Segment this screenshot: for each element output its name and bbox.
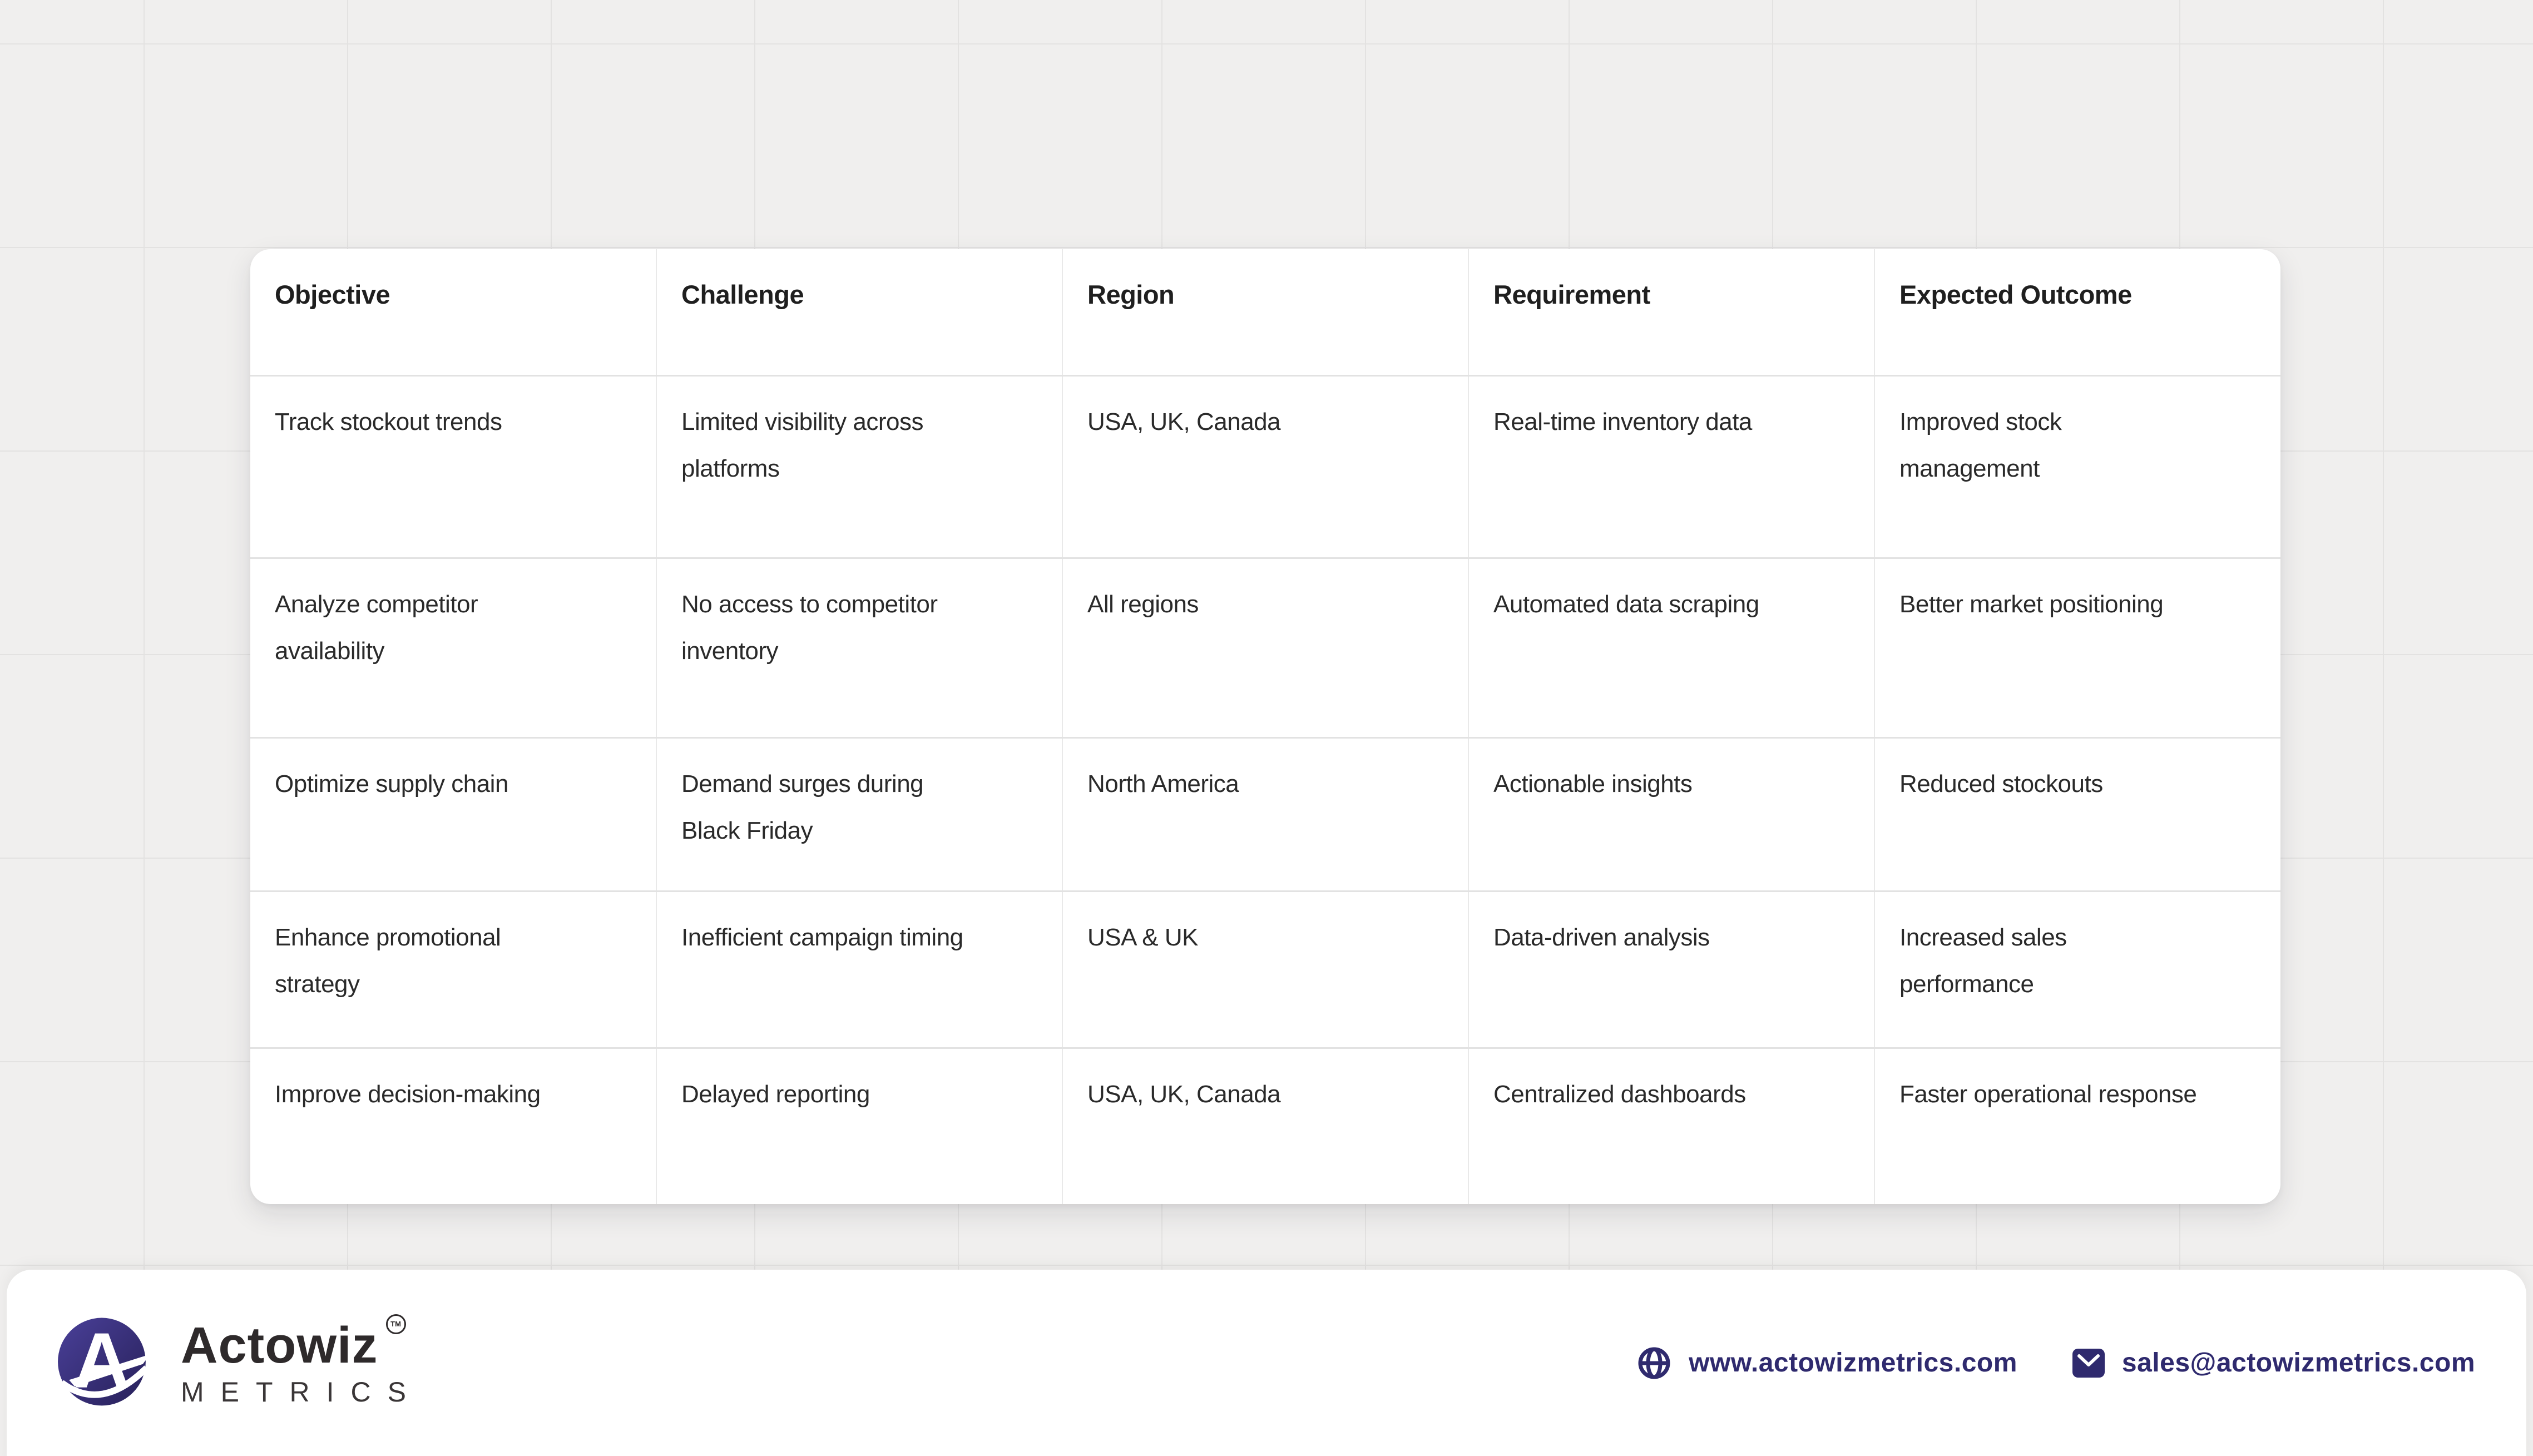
- table-header: Objective Challenge Region Requirement E…: [250, 249, 2280, 377]
- header-cell-objective: Objective: [250, 249, 657, 377]
- mail-icon: [2072, 1348, 2105, 1378]
- table-cell: USA & UK: [1062, 891, 1469, 1049]
- table-cell: Faster operational response: [1899, 1080, 2197, 1108]
- table-cell: All regions: [1062, 558, 1469, 739]
- table-row: Improve decision-making Delayed reportin…: [250, 1048, 2280, 1204]
- table-cell: USA, UK, Canada: [1062, 1048, 1469, 1204]
- contact-links: www.actowizmetrics.com sales@actowizmetr…: [1636, 1345, 2475, 1381]
- globe-icon: [1638, 1347, 1670, 1379]
- footer-content: A Actowiz TM METRICS www.actowizmetric: [7, 1270, 2526, 1456]
- table-cell: North America: [1062, 737, 1469, 892]
- actowiz-logo-icon: A: [58, 1316, 152, 1405]
- table-cell: Centralized dashboards: [1468, 1048, 1875, 1204]
- table-cell: Reduced stockouts: [1874, 737, 2280, 892]
- brand-subtitle: METRICS: [181, 1376, 423, 1408]
- table-row: Enhance promotional strategy Inefficient…: [250, 891, 2280, 1049]
- table-cell: Improve decision-making: [250, 1048, 657, 1204]
- table-cell: Better market positioning: [1874, 558, 2280, 739]
- table-cell: Optimize supply chain: [250, 737, 657, 892]
- table-cell: Limited visibility across platforms: [656, 375, 1063, 559]
- table-cell: Enhance promotional strategy: [250, 891, 657, 1049]
- table-cell: Delayed reporting: [656, 1048, 1063, 1204]
- table-cell: Improved stock management: [1874, 375, 2280, 559]
- header-cell-expected-outcome: Expected Outcome: [1874, 249, 2280, 377]
- table-row: Track stockout trends Limited visibility…: [250, 375, 2280, 559]
- table-card: Objective Challenge Region Requirement E…: [250, 249, 2280, 1204]
- header-cell-requirement: Requirement: [1468, 249, 1875, 377]
- brand-name: Actowiz: [181, 1316, 378, 1374]
- table-cell: Analyze competitor availability: [250, 558, 657, 739]
- table-cell: Data-driven analysis: [1468, 891, 1875, 1049]
- header-row: Objective Challenge Region Requirement E…: [250, 249, 2280, 377]
- data-table: Objective Challenge Region Requirement E…: [250, 249, 2280, 1204]
- email-label: sales@actowizmetrics.com: [2121, 1348, 2475, 1378]
- table-cell: Inefficient campaign timing: [656, 891, 1063, 1049]
- brand-text: Actowiz TM METRICS: [181, 1314, 423, 1408]
- brand-name-row: Actowiz TM: [181, 1314, 423, 1374]
- website-link[interactable]: www.actowizmetrics.com: [1636, 1345, 2017, 1381]
- footer-bar: A Actowiz TM METRICS www.actowizmetric: [7, 1270, 2526, 1456]
- table-body: Track stockout trends Limited visibility…: [250, 375, 2280, 1204]
- table-cell: Track stockout trends: [250, 375, 657, 559]
- table-cell: USA, UK, Canada: [1062, 375, 1469, 559]
- trademark-badge: TM: [385, 1314, 406, 1334]
- header-cell-challenge: Challenge: [656, 249, 1063, 377]
- website-label: www.actowizmetrics.com: [1689, 1348, 2017, 1378]
- table-cell: Demand surges during Black Friday: [656, 737, 1063, 892]
- email-link[interactable]: sales@actowizmetrics.com: [2072, 1348, 2475, 1378]
- header-cell-region: Region: [1062, 249, 1469, 377]
- table-cell: No access to competitor inventory: [656, 558, 1063, 739]
- table-cell: Increased sales performance: [1874, 891, 2280, 1049]
- table-row: Analyze competitor availability No acces…: [250, 558, 2280, 739]
- brand-block: A Actowiz TM METRICS: [55, 1314, 423, 1413]
- table-cell: Actionable insights: [1468, 737, 1875, 892]
- table-row: Optimize supply chain Demand surges duri…: [250, 737, 2280, 892]
- table-cell: Real-time inventory data: [1468, 375, 1875, 559]
- table-cell: Automated data scraping: [1468, 558, 1875, 739]
